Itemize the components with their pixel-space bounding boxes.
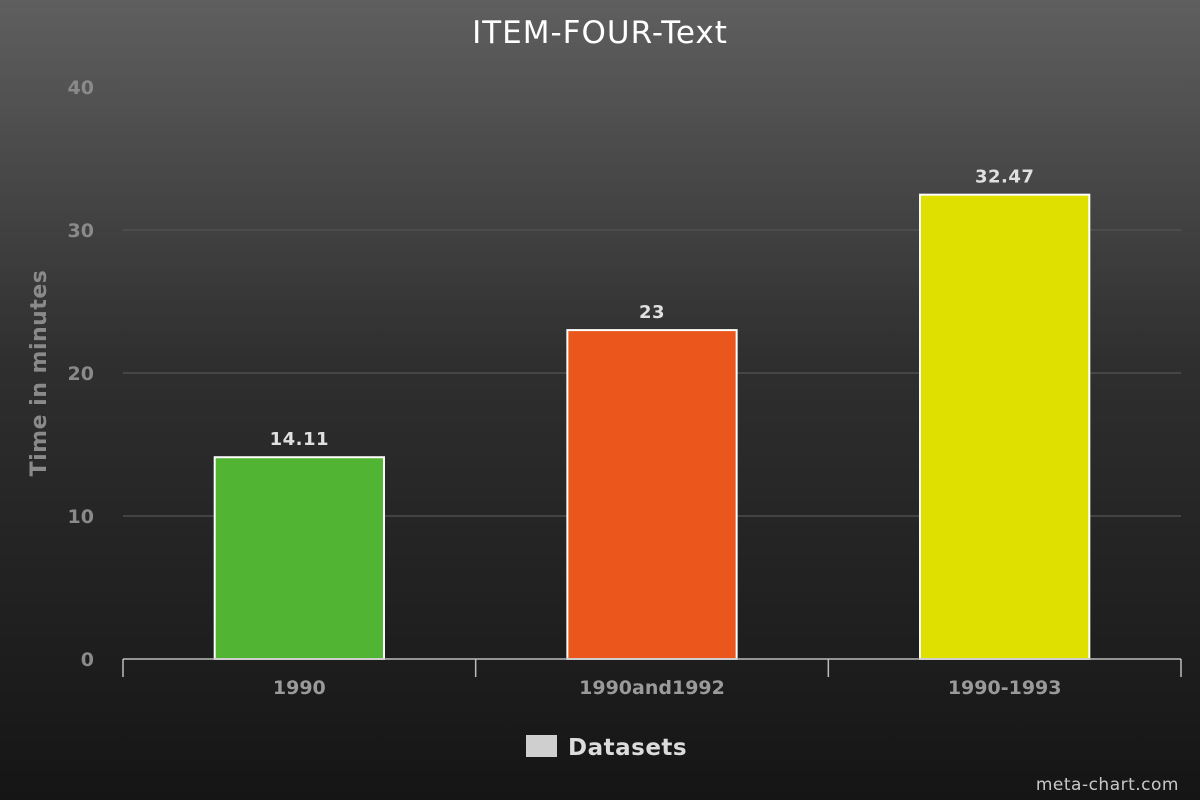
data-label: 32.47 xyxy=(975,167,1034,188)
chart-title: ITEM-FOUR-Text xyxy=(472,15,728,51)
y-tick-label: 20 xyxy=(68,363,94,385)
y-tick-label: 30 xyxy=(68,220,94,242)
y-tick-label: 0 xyxy=(81,649,94,671)
x-tick-label: 1990-1993 xyxy=(948,677,1062,699)
data-label: 14.11 xyxy=(270,429,329,450)
bar xyxy=(919,193,1091,661)
data-label: 23 xyxy=(639,302,665,323)
legend: Datasets xyxy=(526,735,687,761)
x-tick-label: 1990and1992 xyxy=(579,677,725,699)
x-tick-label: 1990 xyxy=(273,677,326,699)
credit-text: meta-chart.com xyxy=(1036,775,1179,795)
x-axis xyxy=(122,658,1182,677)
data-labels: 14.11 23 32.47 xyxy=(270,167,1034,451)
bar xyxy=(213,456,385,660)
y-tick-label: 40 xyxy=(68,77,94,99)
y-axis-label: Time in minutes xyxy=(27,270,52,477)
bar xyxy=(566,329,738,660)
x-axis-ticks: 1990 1990and1992 1990-1993 xyxy=(273,677,1062,699)
legend-swatch xyxy=(526,735,557,757)
legend-label: Datasets xyxy=(568,735,687,761)
y-axis-ticks: 0 10 20 30 40 xyxy=(68,77,94,671)
y-tick-label: 10 xyxy=(68,506,94,528)
bars xyxy=(213,193,1091,661)
